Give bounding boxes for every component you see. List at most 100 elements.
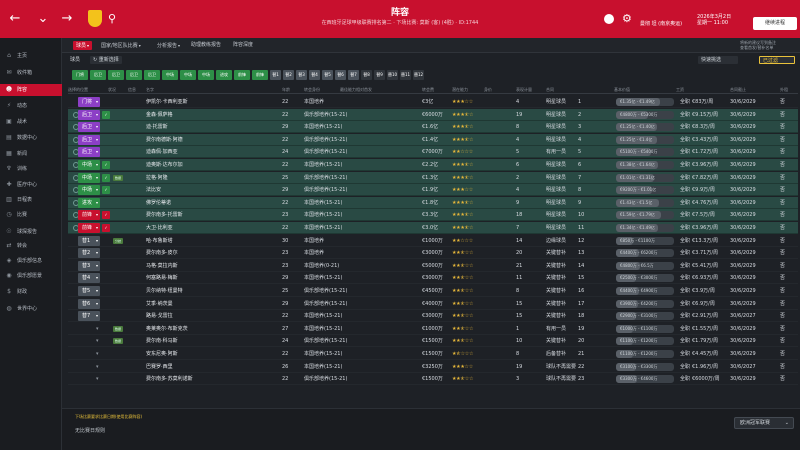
player-name[interactable]: 迪森佩·加西亚 bbox=[146, 149, 178, 156]
position-select[interactable]: 后卫 ▾ bbox=[78, 147, 100, 158]
position-chip[interactable]: 替2 bbox=[283, 70, 294, 80]
position-chip[interactable]: 替3 bbox=[296, 70, 307, 80]
tab-4[interactable]: 阵容深度 bbox=[230, 41, 256, 50]
column-header[interactable]: 年龄 bbox=[282, 87, 290, 92]
competition-select[interactable]: 欧洲冠军联赛 ⌄ bbox=[734, 417, 794, 429]
position-chip[interactable]: 替5 bbox=[322, 70, 333, 80]
tab-1[interactable]: 国家/地区队比赛▾ bbox=[98, 41, 144, 50]
table-row[interactable]: 后卫 ▾ 迪森佩·加西亚 24 俱乐部培养(15-21) €7000万 5 有用一员 5 全职 €1… bbox=[68, 146, 798, 159]
position-chip[interactable]: 替10 bbox=[387, 70, 398, 80]
chevron-down-icon[interactable]: ▾ bbox=[96, 351, 99, 357]
position-chip[interactable]: 替7 bbox=[348, 70, 359, 80]
position-chip[interactable]: 前锋 bbox=[252, 70, 268, 80]
position-select[interactable]: 后卫 ▾ bbox=[78, 134, 100, 145]
player-name[interactable]: 法比安 bbox=[146, 187, 162, 194]
column-header[interactable]: 转会费 bbox=[422, 87, 434, 92]
player-name[interactable]: 哈·布鲁斯塔 bbox=[146, 237, 173, 244]
table-row[interactable]: 后卫 ▾ 迪·托雷斯 29 本国培养(15-21) €1.6亿 8 明星球员 3 全职 €8.3万/… bbox=[68, 121, 798, 134]
position-select[interactable]: 替3 ▾ bbox=[78, 260, 100, 271]
sidebar-item-tactics[interactable]: ▣ 战术 bbox=[0, 116, 62, 128]
gear-icon[interactable]: ⚙ bbox=[622, 12, 632, 25]
position-select[interactable]: 前锋 ▾ bbox=[78, 210, 100, 221]
column-header[interactable]: 外租 bbox=[780, 87, 788, 92]
position-chip[interactable]: 进攻 bbox=[216, 70, 232, 80]
player-name[interactable]: 奥莱奥尔·布斯克茨 bbox=[146, 325, 188, 332]
quick-select-button[interactable]: 快速挑选 bbox=[698, 56, 738, 64]
player-name[interactable]: 马格·莫拉内斯 bbox=[146, 262, 178, 269]
player-name[interactable]: 费尔南多·苏莫利诺斯 bbox=[146, 376, 193, 383]
column-header[interactable]: 最佳能力相对首发 bbox=[340, 87, 372, 92]
table-row[interactable]: 中场 ▾ ✓ 法比安 29 俱乐部培养(15-21) €1.9亿 4 明星球员 8 全职 €9.9万/… bbox=[68, 184, 798, 197]
table-row[interactable]: 替7 ▾ 路易·戈雷拉 22 本国培养(15-21) €3000万 15 关键替补 18 全职 €2… bbox=[68, 310, 798, 323]
position-select[interactable]: 替2 ▾ bbox=[78, 248, 100, 259]
position-select[interactable]: 后卫 ▾ bbox=[78, 122, 100, 133]
position-select[interactable]: 替1 ▾ bbox=[78, 235, 100, 246]
tab-3[interactable]: 助理教练报告 bbox=[188, 41, 224, 50]
position-chip[interactable]: 前锋 bbox=[234, 70, 250, 80]
position-chip[interactable]: 替6 bbox=[335, 70, 346, 80]
position-select[interactable]: 中场 ▾ bbox=[78, 185, 100, 196]
player-name[interactable]: 费尔南多·托雷斯 bbox=[146, 212, 183, 219]
position-select[interactable]: 中场 ▾ bbox=[78, 172, 100, 183]
sidebar-item-transfers[interactable]: ⇄ 转会 bbox=[0, 240, 62, 252]
table-row[interactable]: ▾ 数据 费尔南·科马斯 24 俱乐部培养(15-21) €1500万 10 关键替补 20 全职… bbox=[68, 335, 798, 348]
player-name[interactable]: 伊凯尔·卡西利亚斯 bbox=[146, 99, 188, 105]
table-row[interactable]: 中场 ▾ ✓ 数据 拉格·阿隆 25 俱乐部培养(15-21) €1.3亿 2 明星球员 7 全职 €7… bbox=[68, 171, 798, 184]
position-select[interactable]: 替4 ▾ bbox=[78, 273, 100, 284]
player-name[interactable]: 迪·托雷斯 bbox=[146, 124, 168, 131]
sidebar-item-competitions[interactable]: ◷ 比赛 bbox=[0, 209, 62, 221]
column-header[interactable]: 状况 bbox=[108, 87, 116, 92]
table-row[interactable]: 替6 ▾ 艾季·纳茨曼 29 俱乐部培养(15-21) €4000万 15 关键替补 17 全职 €… bbox=[68, 298, 798, 310]
table-row[interactable]: 前锋 ▾ ✓ 大卫·比利亚 22 本国培养(15-21) €3.0亿 7 明星球员 11 全职 €3.… bbox=[68, 222, 798, 234]
forward-icon[interactable]: → bbox=[61, 11, 73, 26]
sidebar-item-medical[interactable]: ✚ 医疗中心 bbox=[0, 179, 62, 191]
table-row[interactable]: 替4 ▾ 何塞路易·梅斯 29 本国培养(15-21) €3000万 11 关键替补 15 全职 €… bbox=[68, 272, 798, 285]
position-chip[interactable]: 替1 bbox=[270, 70, 281, 80]
table-row[interactable]: 前锋 ▾ ✓ 费尔南多·托雷斯 23 本国培养(15-21) €3.3亿 18 明星球员 10 全职… bbox=[68, 209, 798, 222]
table-row[interactable]: ▾ 数据 奥莱奥尔·布斯克茨 27 本国培养(15-21) €1000万 1 有用一员 19 全职… bbox=[68, 323, 798, 335]
sidebar-item-club-info[interactable]: ◈ 俱乐部信息 bbox=[0, 255, 62, 267]
player-name[interactable]: 金森·佩萨格 bbox=[146, 111, 173, 118]
position-chip[interactable]: 替8 bbox=[361, 70, 372, 80]
position-chip[interactable]: 替4 bbox=[309, 70, 320, 80]
player-name[interactable]: 巴赛罗·西里 bbox=[146, 363, 173, 370]
filter-button[interactable]: 已过滤 bbox=[759, 56, 795, 64]
chevron-down-icon[interactable]: ▾ bbox=[96, 338, 99, 345]
chevron-down-icon[interactable]: ▾ bbox=[96, 363, 99, 370]
column-header[interactable]: 身价 bbox=[484, 87, 492, 92]
position-select[interactable]: 中场 ▾ bbox=[78, 160, 100, 170]
sidebar-item-club-vision[interactable]: ◉ 俱乐部愿景 bbox=[0, 270, 62, 282]
tab-0[interactable]: 球员▾ bbox=[73, 41, 93, 50]
chevron-down-icon[interactable]: ▾ bbox=[96, 325, 99, 332]
player-name[interactable]: 何塞路易·梅斯 bbox=[146, 275, 178, 282]
table-row[interactable]: 替3 ▾ 马格·莫拉内斯 23 本国培养(0-21) €5000万 21 关键替补 14 全职 €5… bbox=[68, 260, 798, 272]
sidebar-item-world[interactable]: ◍ 世界中心 bbox=[0, 303, 62, 315]
table-row[interactable]: ▾ 费尔南多·苏莫利诺斯 22 俱乐部培养(15-21) €1500万 3 球队不再需要 23… bbox=[68, 373, 798, 386]
position-chip[interactable]: 后卫 bbox=[144, 70, 160, 80]
position-chip[interactable]: 门将 bbox=[72, 70, 88, 80]
player-name[interactable]: 费尔南德斯·阿德 bbox=[146, 136, 183, 143]
position-chip[interactable]: 中场 bbox=[162, 70, 178, 80]
notes-link[interactable]: 将新的建议写到备注 bbox=[740, 40, 776, 45]
table-row[interactable]: ▾ 安东尼奥·阿斯 22 本国培养(15-21) €1500万 8 后备替补 21 全职 €4.4… bbox=[68, 348, 798, 360]
tab-2[interactable]: 分析报告▾ bbox=[154, 41, 183, 50]
sidebar-item-finances[interactable]: $ 财政 bbox=[0, 286, 62, 298]
club-crest-icon[interactable] bbox=[88, 10, 102, 27]
sidebar-item-training[interactable]: ♆ 训练 bbox=[0, 163, 62, 175]
column-header[interactable]: 转会身份 bbox=[304, 87, 320, 92]
column-header[interactable]: 表现计量 bbox=[516, 87, 532, 92]
sidebar-item-dynamics[interactable]: ⚡ 动态 bbox=[0, 100, 62, 112]
search-icon[interactable]: ⚲ bbox=[108, 12, 117, 25]
chevron-down-icon[interactable]: ▾ bbox=[96, 376, 99, 383]
sidebar-item-scouting[interactable]: ☉ 球探报告 bbox=[0, 226, 62, 238]
player-name[interactable]: 大卫·比利亚 bbox=[146, 225, 173, 231]
table-row[interactable]: 替5 ▾ 贝尔纳特·纽曼特 25 俱乐部培养(15-21) €4500万 8 关键替补 16 全职… bbox=[68, 285, 798, 297]
position-chip[interactable]: 替12 bbox=[413, 70, 424, 80]
sidebar-item-inbox[interactable]: ✉ 收件箱 bbox=[0, 67, 62, 79]
sidebar-item-data-hub[interactable]: ▤ 数据中心 bbox=[0, 132, 62, 144]
sidebar-item-calendar[interactable]: ▥ 日程表 bbox=[0, 194, 62, 206]
sidebar-item-home[interactable]: ⌂ 主页 bbox=[0, 50, 62, 62]
player-name[interactable]: 佛罗伦蒂诺 bbox=[146, 199, 172, 206]
position-chip[interactable]: 后卫 bbox=[90, 70, 106, 80]
player-name[interactable]: 费尔南·科马斯 bbox=[146, 338, 178, 345]
